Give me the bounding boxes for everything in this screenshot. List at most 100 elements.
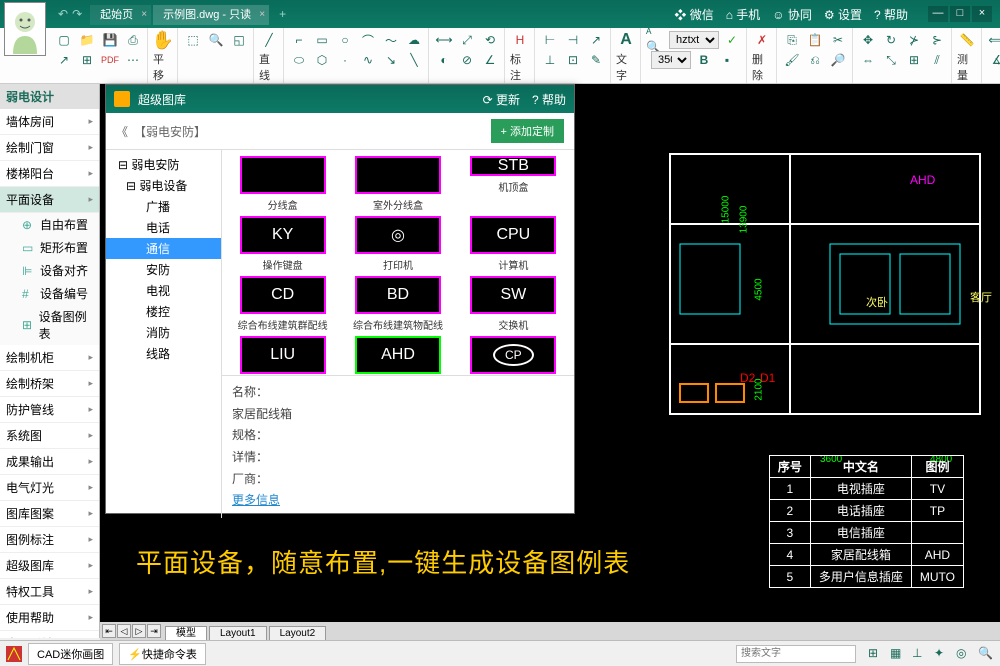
panel-item[interactable]: 防护管线▸ <box>0 397 99 423</box>
zoom-in-icon[interactable]: 🔍 <box>206 30 226 50</box>
trim-icon[interactable]: ⊁ <box>904 30 924 50</box>
panel-item[interactable]: 使用帮助▸ <box>0 605 99 631</box>
ray-icon[interactable]: ↘ <box>381 50 401 70</box>
dim-ang-icon[interactable]: ∠ <box>480 50 500 70</box>
panel-item[interactable]: 意见反馈▸ <box>0 631 99 638</box>
panel-sub-item[interactable]: ⊫设备对齐 <box>0 259 99 282</box>
lib-title-link[interactable]: ⟳ 更新 <box>483 91 520 108</box>
mirror-icon[interactable]: ⇔ <box>858 50 878 70</box>
library-item[interactable]: KY操作键盘 <box>228 216 337 272</box>
status-snap-icon[interactable]: ⊞ <box>868 646 884 662</box>
cut-icon[interactable]: ✂ <box>828 30 848 50</box>
tree-node[interactable]: 线路 <box>106 343 221 364</box>
bold-icon[interactable]: B <box>694 50 714 70</box>
point-icon[interactable]: · <box>335 50 355 70</box>
panel-item[interactable]: 特权工具▸ <box>0 579 99 605</box>
extend-icon[interactable]: ⊱ <box>927 30 947 50</box>
text-icon[interactable]: A <box>616 30 636 50</box>
minimize-button[interactable]: — <box>928 6 948 22</box>
search-input[interactable] <box>736 645 856 663</box>
titlebar-link[interactable]: ❖ 微信 <box>674 6 713 23</box>
library-titlebar[interactable]: 超级图库 ⟳ 更新? 帮助 <box>106 85 574 113</box>
panel-item[interactable]: 绘制门窗▸ <box>0 135 99 161</box>
save-icon[interactable]: 💾 <box>100 30 120 50</box>
panel-item[interactable]: 系统图▸ <box>0 423 99 449</box>
offset-icon[interactable]: ⫽ <box>927 50 947 70</box>
circle-icon[interactable]: ○ <box>335 30 355 50</box>
status-app-name[interactable]: CAD迷你画图 <box>28 643 113 665</box>
zoom-window-icon[interactable]: ⬚ <box>183 30 203 50</box>
tree-node[interactable]: ⊟ 弱电设备 <box>106 175 221 196</box>
panel-item[interactable]: 绘制桥架▸ <box>0 371 99 397</box>
settings-icon[interactable]: ⊞ <box>77 50 97 70</box>
status-osnap-icon[interactable]: ◎ <box>956 646 972 662</box>
status-polar-icon[interactable]: ✦ <box>934 646 950 662</box>
panel-item[interactable]: 平面设备▸ <box>0 187 99 213</box>
panel-sub-item[interactable]: ⊞设备图例表 <box>0 305 99 345</box>
panel-item[interactable]: 超级图库▸ <box>0 553 99 579</box>
tree-node[interactable]: 安防 <box>106 259 221 280</box>
user-avatar[interactable] <box>4 2 46 56</box>
panel-item[interactable]: 楼梯阳台▸ <box>0 161 99 187</box>
document-tab[interactable]: 示例图.dwg - 只读 <box>153 5 269 25</box>
panel-item[interactable]: 图例标注▸ <box>0 527 99 553</box>
xline-icon[interactable]: ╲ <box>404 50 424 70</box>
export-icon[interactable]: ↗ <box>54 50 74 70</box>
cloud-icon[interactable]: ☁ <box>404 30 424 50</box>
tree-node[interactable]: ⊟ 弱电安防 <box>106 154 221 175</box>
titlebar-link[interactable]: ☺ 协同 <box>772 6 812 23</box>
panel-item[interactable]: 电气灯光▸ <box>0 475 99 501</box>
library-item[interactable]: CD综合布线建筑群配线 <box>228 276 337 332</box>
open-icon[interactable]: 📁 <box>77 30 97 50</box>
library-item[interactable]: ◎打印机 <box>343 216 452 272</box>
dim-ord-icon[interactable]: ⊥ <box>540 50 560 70</box>
add-custom-button[interactable]: + 添加定制 <box>491 119 564 143</box>
dist-icon[interactable]: ⟺ <box>987 30 1000 50</box>
panel-sub-item[interactable]: ▭矩形布置 <box>0 236 99 259</box>
tree-node[interactable]: 广播 <box>106 196 221 217</box>
panel-item[interactable]: 成果输出▸ <box>0 449 99 475</box>
find-icon[interactable]: 🔎 <box>828 50 848 70</box>
status-grid-icon[interactable]: ▦ <box>890 646 906 662</box>
font-find-icon[interactable]: ᴬ🔍 <box>646 30 666 50</box>
nav-back-icon[interactable]: ↶ <box>58 7 68 21</box>
layout-tab[interactable]: Layout2 <box>269 626 327 640</box>
nav-fwd-icon[interactable]: ↷ <box>72 7 82 21</box>
library-item[interactable]: STB机顶盒 <box>459 156 568 212</box>
dim-ali-icon[interactable]: ⤢ <box>457 30 477 50</box>
move-icon[interactable]: ✥ <box>858 30 878 50</box>
library-item[interactable]: AHD家居配线箱 <box>343 336 452 375</box>
layout-tab[interactable]: Layout1 <box>209 626 267 640</box>
panel-item[interactable]: 绘制机柜▸ <box>0 345 99 371</box>
library-item[interactable]: 分线盒 <box>228 156 337 212</box>
delete-icon[interactable]: ✗ <box>752 30 772 50</box>
tab-next-icon[interactable]: ▷ <box>132 624 146 638</box>
pdf-icon[interactable]: PDF <box>100 50 120 70</box>
dim-dia-icon[interactable]: ⊘ <box>457 50 477 70</box>
close-button[interactable]: × <box>972 6 992 22</box>
dim-tol-icon[interactable]: ⊡ <box>563 50 583 70</box>
titlebar-link[interactable]: ? 帮助 <box>874 6 908 23</box>
dim-main-icon[interactable]: H <box>510 30 530 50</box>
library-item[interactable]: LIU光纤连接盘 <box>228 336 337 375</box>
text-check-icon[interactable]: ✓ <box>722 30 742 50</box>
scale-icon[interactable]: ⤡ <box>881 50 901 70</box>
panel-sub-item[interactable]: #设备编号 <box>0 282 99 305</box>
paste-icon[interactable]: 📋 <box>805 30 825 50</box>
document-tab[interactable]: 起始页 <box>90 5 151 25</box>
layout-tab[interactable]: 模型 <box>165 626 207 640</box>
library-item[interactable]: SW交换机 <box>459 276 568 332</box>
arc-icon[interactable]: ⌒ <box>358 30 378 50</box>
rotate-icon[interactable]: ↻ <box>881 30 901 50</box>
dim-lin-icon[interactable]: ⟷ <box>434 30 454 50</box>
library-item[interactable]: CP集合点 <box>459 336 568 375</box>
copy-icon[interactable]: ⎘ <box>782 30 802 50</box>
status-zoom-icon[interactable]: 🔍 <box>978 646 994 662</box>
brush-icon[interactable]: 🖌 <box>782 50 802 70</box>
zoom-ext-icon[interactable]: ◱ <box>229 30 249 50</box>
new-tab-button[interactable]: + <box>271 5 294 23</box>
tree-node[interactable]: 通信 <box>106 238 221 259</box>
rect-icon[interactable]: ▭ <box>312 30 332 50</box>
breadcrumb-back[interactable]: 《 <box>116 123 128 140</box>
library-item[interactable]: CPU计算机 <box>459 216 568 272</box>
